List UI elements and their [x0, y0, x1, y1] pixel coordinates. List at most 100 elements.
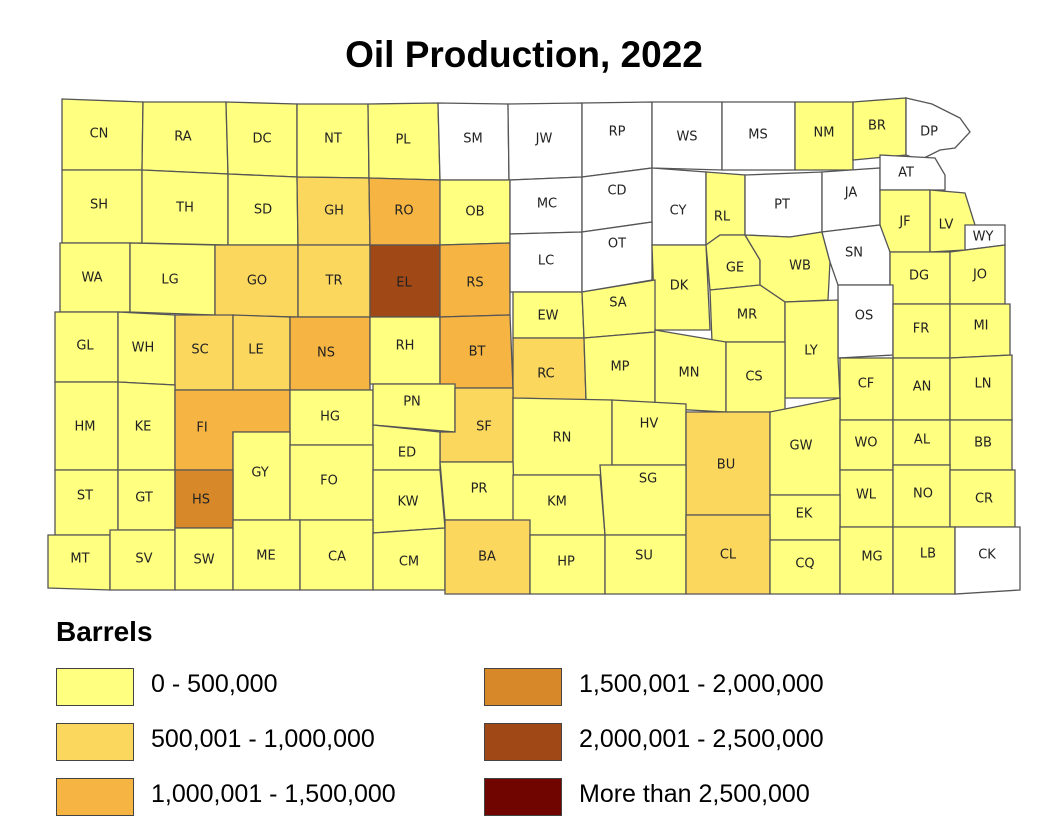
county-label: GH [324, 204, 344, 219]
county-label: SG [639, 472, 657, 487]
county-label: LE [248, 343, 263, 358]
county-label: OS [855, 309, 873, 324]
county-label: EW [537, 309, 558, 324]
county-label: CY [670, 204, 687, 219]
county-label: SV [135, 552, 152, 567]
county-label: BT [469, 345, 486, 360]
county-label: GO [247, 274, 267, 289]
county-label: WB [789, 259, 811, 274]
county-label: CD [607, 184, 626, 199]
legend-label: 1,000,001 - 1,500,000 [151, 780, 396, 808]
county-label: SH [90, 198, 108, 213]
county-label: HM [75, 420, 96, 435]
county-label: FR [913, 322, 930, 337]
county-label: WH [132, 341, 155, 356]
county-label: SM [463, 132, 482, 147]
county-label: DG [909, 269, 929, 284]
county-label: PL [395, 133, 411, 148]
county-label: EK [796, 507, 813, 522]
legend-label: 2,000,001 - 2,500,000 [579, 725, 824, 753]
county-hv [611, 399, 687, 466]
county-label: SD [254, 203, 272, 218]
county-label: RH [396, 339, 415, 354]
county-label: BR [868, 119, 886, 134]
county-label: NM [814, 126, 835, 141]
county-label: MI [973, 319, 988, 334]
county-label: PN [403, 395, 421, 410]
county-label: KE [135, 420, 152, 435]
county-label: CF [858, 377, 875, 392]
county-label: CQ [795, 557, 814, 572]
county-label: ME [256, 549, 275, 564]
legend-label: More than 2,500,000 [579, 780, 810, 808]
county-label: MG [861, 550, 882, 565]
county-label: NS [317, 346, 335, 361]
county-label: LN [975, 377, 992, 392]
county-label: MT [70, 552, 89, 567]
county-label: SW [193, 553, 214, 568]
county-label: PT [774, 198, 790, 213]
county-label: CM [399, 555, 419, 570]
county-label: WL [856, 488, 877, 503]
county-label: SA [609, 296, 626, 311]
county-label: WY [973, 230, 994, 245]
legend-title: Barrels [56, 616, 153, 647]
county-label: SU [635, 549, 653, 564]
county-dp [905, 97, 971, 161]
county-label: JW [535, 132, 553, 147]
county-label: LG [161, 273, 178, 288]
county-label: RP [609, 125, 626, 140]
county-label: EL [396, 276, 412, 291]
county-label: SN [845, 246, 863, 261]
county-label: GE [726, 261, 744, 276]
county-rl [705, 171, 746, 247]
county-label: AN [913, 380, 932, 395]
county-label: WA [81, 271, 102, 286]
county-label: FO [320, 474, 338, 489]
legend-swatch [56, 723, 134, 761]
county-label: MR [737, 308, 757, 323]
county-label: TR [325, 274, 343, 289]
county-label: CR [975, 492, 993, 507]
county-label: BB [974, 436, 992, 451]
county-label: HG [320, 410, 340, 425]
county-label: OT [608, 237, 626, 252]
county-label: KW [398, 495, 419, 510]
county-label: FI [196, 421, 207, 436]
county-label: AT [898, 166, 914, 181]
county-label: RC [537, 367, 554, 382]
legend-swatch [56, 778, 134, 816]
legend-swatch [484, 668, 562, 706]
county-label: RL [714, 210, 731, 225]
county-label: CL [720, 548, 737, 563]
county-label: WS [676, 130, 697, 145]
county-label: RS [466, 276, 483, 291]
county-label: BU [717, 458, 735, 473]
county-label: GY [251, 466, 268, 481]
county-label: MP [610, 360, 629, 375]
county-label: RO [394, 204, 413, 219]
county-label: MC [537, 197, 557, 212]
county-label: WO [854, 436, 877, 451]
county-su [604, 534, 687, 595]
county-label: GL [76, 339, 94, 354]
county-label: AL [914, 433, 931, 448]
legend-label: 1,500,001 - 2,000,000 [579, 670, 824, 698]
legend-swatch [484, 778, 562, 816]
legend-swatch [56, 668, 134, 706]
county-label: RA [174, 130, 192, 145]
county-label: JA [844, 186, 858, 201]
county-label: OB [465, 205, 484, 220]
county-at [879, 154, 946, 191]
county-label: GT [135, 491, 153, 506]
county-label: JO [972, 268, 987, 283]
county-label: CS [745, 370, 762, 385]
county-label: NO [913, 487, 933, 502]
county-label: CN [90, 127, 109, 142]
county-label: LY [804, 344, 818, 359]
county-label: MN [679, 366, 700, 381]
county-cd [581, 167, 653, 233]
county-label: DC [252, 132, 271, 147]
county-label: HP [557, 555, 575, 570]
